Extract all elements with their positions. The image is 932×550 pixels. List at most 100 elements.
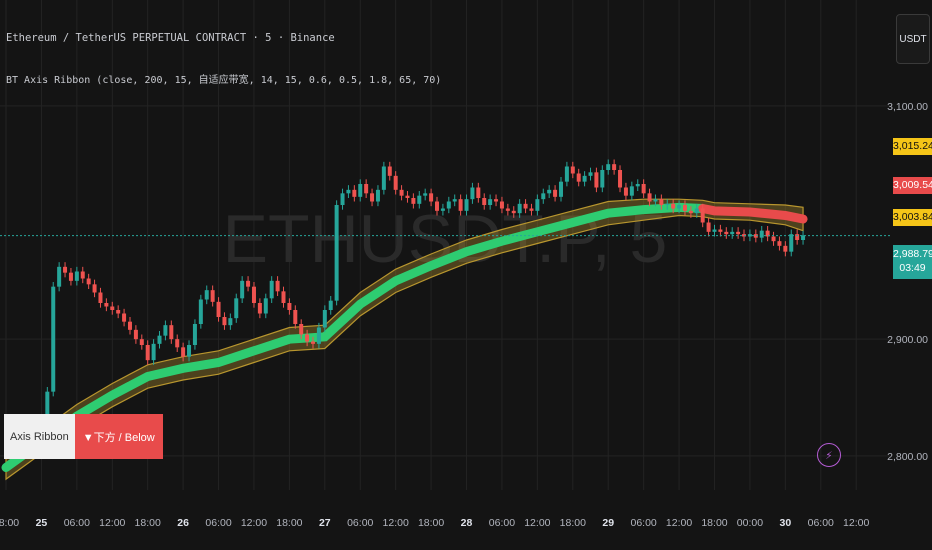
candle-body bbox=[688, 210, 693, 214]
candle-body bbox=[234, 298, 239, 319]
candle-body bbox=[736, 231, 741, 235]
candle-body bbox=[700, 208, 705, 223]
x-tick-label: 18:00 bbox=[701, 517, 727, 529]
ribbon-bull-segment bbox=[1, 202, 708, 472]
x-tick-label: 12:00 bbox=[843, 517, 869, 529]
x-tick-label: 18:00 bbox=[135, 517, 161, 529]
candle-body bbox=[139, 339, 144, 345]
candle-body bbox=[712, 229, 717, 232]
band-upper-price-tag: 3,015.24 bbox=[893, 138, 932, 155]
candle-body bbox=[116, 310, 121, 314]
candle-body bbox=[694, 208, 699, 214]
x-tick-label: 28 bbox=[461, 517, 473, 529]
bar-countdown: 03:49 bbox=[899, 262, 926, 274]
candle-body bbox=[322, 310, 327, 328]
candle-body bbox=[541, 193, 546, 200]
candle-body bbox=[429, 193, 434, 202]
candle-body bbox=[110, 306, 115, 310]
ribbon-status-box: Axis Ribbon ▼下方 / Below bbox=[4, 414, 163, 459]
candle-body bbox=[45, 391, 50, 431]
candle-body bbox=[547, 189, 552, 194]
currency-button[interactable]: USDT bbox=[896, 14, 930, 64]
x-tick-label: 06:00 bbox=[205, 517, 231, 529]
candle-body bbox=[446, 201, 451, 209]
candle-body bbox=[216, 301, 221, 317]
candle-body bbox=[198, 299, 203, 324]
time-axis[interactable]: 18:00 25 06:00 12:00 18:00 26 06:00 12:00 18:00 2… bbox=[0, 517, 869, 529]
candle-body bbox=[133, 329, 138, 340]
candle-body bbox=[665, 203, 670, 205]
candle-body bbox=[246, 280, 251, 287]
candle-body bbox=[175, 339, 180, 348]
candle-body bbox=[305, 334, 310, 342]
status-direction: ▼下方 / Below bbox=[74, 414, 163, 459]
last-price-value: 2,988.79 bbox=[893, 248, 932, 260]
x-tick-label: 06:00 bbox=[64, 517, 90, 529]
x-tick-label: 18:00 bbox=[418, 517, 444, 529]
candle-body bbox=[269, 280, 274, 299]
candle-body bbox=[464, 199, 469, 211]
x-tick-label: 06:00 bbox=[489, 517, 515, 529]
x-tick-label: 18:00 bbox=[0, 517, 19, 529]
candle-body bbox=[588, 172, 593, 176]
x-tick-label: 26 bbox=[177, 517, 189, 529]
y-tick-label: 3,100.00 bbox=[887, 101, 928, 113]
lightning-bolt-icon[interactable]: ⚡ bbox=[817, 443, 841, 467]
band-lower-price-tag: 3,003.84 bbox=[893, 209, 932, 226]
candle-body bbox=[671, 203, 676, 209]
candle-body bbox=[375, 189, 380, 202]
x-tick-label: 06:00 bbox=[808, 517, 834, 529]
candle-body bbox=[783, 245, 788, 252]
candle-body bbox=[257, 303, 262, 314]
candle-body bbox=[210, 290, 215, 302]
candle-body bbox=[570, 166, 575, 174]
candle-body bbox=[63, 266, 68, 273]
candle-body bbox=[606, 164, 611, 170]
candle-body bbox=[494, 199, 499, 202]
candle-body bbox=[765, 230, 770, 237]
candle-body bbox=[440, 208, 445, 211]
candle-body bbox=[263, 298, 268, 314]
candle-body bbox=[594, 172, 599, 188]
candle-body bbox=[529, 208, 534, 211]
x-tick-label: 06:00 bbox=[347, 517, 373, 529]
candle-body bbox=[80, 271, 85, 279]
candle-body bbox=[724, 231, 729, 235]
candle-body bbox=[411, 198, 416, 204]
candle-body bbox=[92, 284, 97, 293]
candle-body bbox=[57, 266, 62, 287]
candle-body bbox=[181, 347, 186, 357]
symbol-title[interactable]: Ethereum / TetherUS PERPETUAL CONTRACT ·… bbox=[6, 32, 335, 44]
candle-body bbox=[517, 203, 522, 214]
candle-body bbox=[387, 166, 392, 176]
candle-body bbox=[293, 310, 298, 324]
status-indicator-name: Axis Ribbon bbox=[4, 414, 75, 459]
x-tick-label: 18:00 bbox=[276, 517, 302, 529]
indicator-legend[interactable]: BT Axis Ribbon (close, 200, 15, 自适应带宽, 1… bbox=[6, 75, 442, 86]
x-tick-label: 30 bbox=[779, 517, 791, 529]
y-tick-label: 2,800.00 bbox=[887, 451, 928, 463]
candle-body bbox=[98, 292, 103, 303]
candle-body bbox=[564, 166, 569, 182]
candle-body bbox=[635, 184, 640, 187]
candle-body bbox=[718, 229, 723, 232]
candle-body bbox=[511, 210, 516, 214]
candle-body bbox=[759, 230, 764, 238]
candle-body bbox=[145, 345, 150, 361]
candle-body bbox=[157, 335, 162, 344]
last-price-tag: 2,988.79 03:49 bbox=[893, 245, 932, 279]
candle-body bbox=[458, 199, 463, 211]
ribbon-bear-segment bbox=[698, 204, 808, 224]
candle-body bbox=[399, 189, 404, 196]
candle-body bbox=[86, 278, 91, 285]
candle-body bbox=[364, 184, 369, 194]
candle-body bbox=[753, 234, 758, 238]
candle-body bbox=[801, 235, 806, 240]
candle-body bbox=[316, 327, 321, 344]
candle-body bbox=[187, 345, 192, 357]
price-axis[interactable]: 3,100.00 2,900.00 2,800.00 bbox=[887, 101, 928, 463]
x-tick-label: 12:00 bbox=[99, 517, 125, 529]
candle-body bbox=[393, 175, 398, 190]
x-tick-label: 27 bbox=[319, 517, 331, 529]
